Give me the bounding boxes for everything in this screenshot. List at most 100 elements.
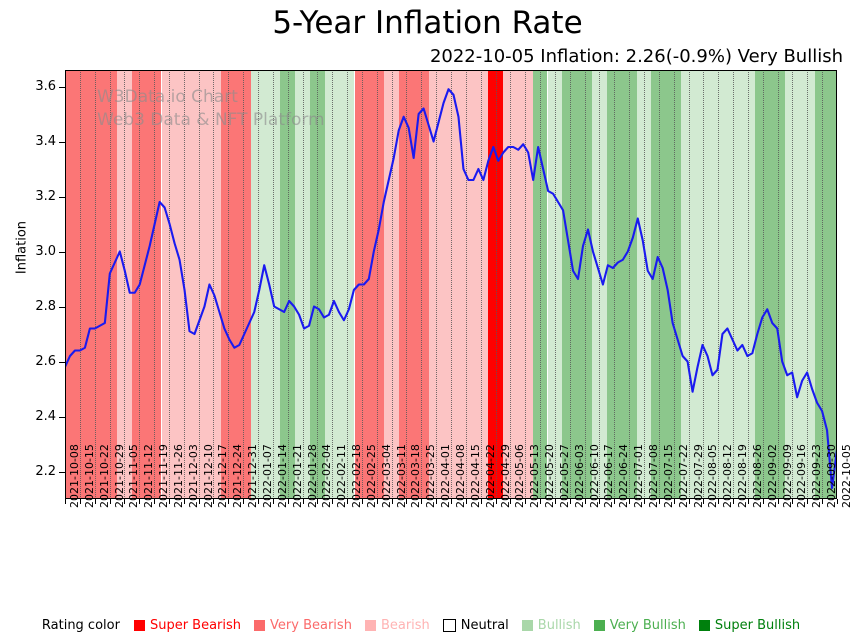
x-tick-mark (465, 499, 467, 504)
x-tick-label: 2021-10-15 (82, 444, 96, 508)
legend-label: Bearish (380, 617, 430, 633)
y-tick-mark (59, 86, 65, 88)
watermark-line-2: Web3 Data & NFT Platform (97, 110, 325, 130)
legend-item[interactable]: Very Bearish (254, 618, 352, 633)
gridline (79, 70, 81, 499)
inflation-line-series (65, 88, 837, 490)
legend-swatch (364, 619, 376, 631)
y-tick-label: 2.6 (35, 353, 56, 369)
x-tick-mark (584, 499, 586, 504)
gridline (807, 70, 809, 499)
x-tick-mark (673, 499, 675, 504)
x-tick-label: 2022-04-22 (483, 444, 497, 508)
x-tick-mark (94, 499, 96, 504)
y-tick-mark (59, 361, 65, 363)
y-tick-mark (59, 251, 65, 253)
x-tick-mark (436, 499, 438, 504)
x-tick-label: 2022-07-29 (691, 444, 705, 508)
x-tick-mark (658, 499, 660, 504)
rating-band (755, 70, 786, 499)
gridline (510, 70, 512, 499)
x-tick-mark (569, 499, 571, 504)
legend-swatch (442, 618, 456, 632)
legend-label: Super Bullish (714, 617, 801, 633)
gridline (406, 70, 408, 499)
x-tick-label: 2021-12-31 (246, 444, 260, 508)
legend-item[interactable]: Super Bearish (133, 618, 241, 633)
y-tick-label: 3.2 (35, 188, 56, 204)
gridline (436, 70, 438, 499)
rating-band (324, 70, 355, 499)
legend-item[interactable]: Bullish (521, 618, 581, 633)
y-tick-mark (59, 141, 65, 143)
x-tick-mark (807, 499, 809, 504)
x-tick-mark (688, 499, 690, 504)
x-tick-label: 2022-03-04 (379, 444, 393, 508)
x-tick-label: 2022-04-15 (468, 444, 482, 508)
gridline (465, 70, 467, 499)
x-tick-label: 2022-08-19 (736, 444, 750, 508)
x-tick-mark (124, 499, 126, 504)
x-tick-mark (540, 499, 542, 504)
gridline (347, 70, 349, 499)
gridline (569, 70, 571, 499)
x-tick-mark (332, 499, 334, 504)
x-tick-mark (258, 499, 259, 504)
x-tick-label: 2022-06-03 (572, 444, 586, 508)
gridline (198, 70, 200, 499)
gridline (747, 70, 749, 499)
x-tick-mark (213, 499, 215, 504)
y-tick-mark (59, 416, 65, 418)
rating-band (131, 70, 162, 499)
page-title: 5-Year Inflation Rate (272, 5, 583, 41)
legend-label: Very Bearish (270, 617, 352, 633)
x-tick-label: 2022-05-27 (557, 444, 571, 508)
x-tick-mark (198, 499, 200, 504)
gridline (317, 70, 319, 499)
legend-item[interactable]: Super Bullish (698, 617, 801, 633)
rating-band (399, 70, 429, 499)
gridline (124, 70, 126, 499)
legend-label: Neutral (460, 617, 509, 633)
gridline (762, 70, 764, 499)
x-tick-mark (154, 499, 156, 504)
legend-item[interactable]: Neutral (442, 617, 509, 633)
legend-swatch (521, 619, 533, 631)
x-tick-label: 2022-06-24 (617, 444, 631, 508)
x-tick-label: 2021-12-10 (201, 444, 215, 508)
x-tick-mark (361, 499, 363, 504)
x-tick-mark (243, 499, 245, 504)
gridline (109, 70, 111, 499)
gridline (421, 70, 423, 499)
gridline (540, 70, 542, 499)
x-tick-mark (525, 499, 527, 504)
x-tick-label: 2021-10-22 (97, 444, 111, 508)
gridline (376, 70, 378, 499)
x-tick-mark (822, 499, 824, 504)
x-tick-label: 2022-05-13 (528, 444, 542, 508)
x-tick-mark (406, 499, 408, 504)
x-tick-mark (703, 499, 705, 504)
gridline (243, 70, 245, 499)
x-tick-label: 2022-06-17 (602, 444, 616, 508)
legend-item[interactable]: Bearish (364, 617, 430, 633)
legend-item[interactable]: Very Bullish (593, 618, 686, 633)
x-tick-mark (302, 499, 304, 504)
gridline (168, 70, 170, 499)
gridline (451, 70, 452, 499)
gridline (703, 70, 705, 499)
rating-band (502, 70, 533, 499)
x-tick-mark (272, 499, 274, 504)
x-tick-label: 2022-02-11 (335, 444, 349, 508)
gridline (94, 70, 96, 499)
gridline (822, 70, 824, 499)
x-tick-label: 2022-04-29 (498, 444, 512, 508)
gridline (154, 70, 156, 499)
x-tick-mark (480, 499, 482, 504)
x-tick-mark (644, 499, 645, 504)
y-tick-label: 3.6 (35, 78, 56, 94)
x-tick-label: 2022-04-08 (454, 444, 467, 508)
x-tick-label: 2022-09-30 (825, 444, 839, 508)
watermark: W3Data.io Chart Web3 Data & NFT Platform (97, 86, 325, 132)
gridline (391, 70, 393, 499)
